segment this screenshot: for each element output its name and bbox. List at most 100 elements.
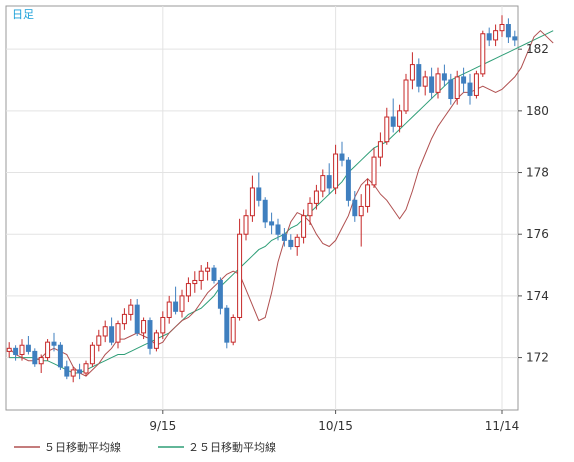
candle — [230, 314, 236, 346]
candle — [416, 58, 422, 93]
candle — [109, 317, 115, 346]
candle — [403, 73, 409, 114]
ma25-line — [9, 30, 554, 374]
candle-body-up — [121, 313, 127, 325]
candle-body-down — [173, 301, 179, 312]
candle — [96, 329, 102, 352]
candle — [473, 70, 479, 99]
candle-body-down — [13, 347, 19, 355]
chart-title: 日足 — [12, 8, 34, 21]
candle — [365, 178, 371, 213]
candle-body-up — [128, 304, 134, 315]
candle — [153, 329, 159, 352]
candle-body-up — [166, 301, 172, 318]
candle-body-up — [473, 73, 479, 96]
y-tick-label: 176 — [526, 227, 549, 241]
candle — [301, 209, 307, 244]
candle — [198, 265, 204, 290]
candle — [333, 144, 339, 195]
legend-ma25-label: ２５日移動平均線 — [188, 440, 276, 454]
candle — [486, 27, 492, 47]
candle-body-down — [64, 366, 70, 377]
candle-body-up — [102, 326, 108, 337]
candle — [441, 64, 447, 87]
candle-body-up — [153, 332, 159, 349]
candle — [102, 320, 108, 343]
candle-body-down — [51, 341, 57, 346]
ma5-path — [8, 30, 554, 377]
candle — [288, 234, 294, 250]
candle-body-up — [371, 156, 377, 186]
candle-body-down — [352, 199, 358, 217]
candle — [384, 107, 390, 145]
y-tick-label: 178 — [526, 166, 549, 180]
candle-body-up — [422, 76, 428, 87]
candle — [134, 298, 140, 336]
candle — [173, 286, 179, 315]
candle-body-up — [403, 79, 409, 112]
candle-body-up — [141, 320, 147, 334]
candle-body-down — [339, 153, 345, 161]
candle — [409, 52, 415, 90]
candle-body-up — [83, 363, 89, 374]
candle — [352, 191, 358, 222]
x-tick-label: 9/15 — [149, 419, 176, 433]
candle — [128, 298, 134, 321]
candle-body-down — [505, 24, 511, 38]
candle-body-up — [397, 110, 403, 127]
candle-body-up — [70, 369, 76, 377]
candle-body-up — [185, 283, 191, 297]
candle — [429, 67, 435, 99]
candle-body-up — [313, 190, 319, 204]
candle-body-down — [441, 73, 447, 81]
candle — [256, 172, 262, 207]
candle — [294, 234, 300, 256]
candle — [320, 169, 326, 198]
candle-body-down — [416, 64, 422, 87]
candle-body-up — [454, 76, 460, 100]
candle-body-down — [262, 199, 268, 223]
candle-body-down — [326, 175, 332, 189]
candle — [64, 360, 70, 380]
candle-body-up — [230, 316, 236, 343]
candle — [45, 339, 51, 361]
candle — [51, 332, 57, 352]
candle — [25, 335, 31, 355]
candle — [339, 141, 345, 167]
candle — [6, 342, 12, 358]
candle-body-down — [25, 344, 31, 352]
candle — [397, 104, 403, 133]
candle-body-down — [275, 224, 281, 235]
candle — [281, 228, 287, 247]
candle — [121, 308, 127, 330]
candle — [77, 363, 83, 380]
candle-body-down — [217, 279, 223, 309]
candle — [185, 277, 191, 303]
candle-body-down — [224, 307, 230, 343]
candle-body-down — [390, 116, 396, 127]
candle — [70, 366, 76, 383]
y-tick-label: 172 — [526, 351, 549, 365]
candle — [467, 73, 473, 105]
candle-body-up — [115, 323, 121, 343]
candle-body-up — [377, 141, 383, 158]
candle — [217, 277, 223, 315]
y-tick-label: 174 — [526, 289, 549, 303]
candle — [435, 67, 441, 99]
candle-body-up — [243, 215, 249, 235]
candle-body-down — [448, 79, 454, 100]
candle-body-up — [179, 295, 185, 312]
candle — [493, 24, 499, 47]
candle-body-down — [32, 350, 38, 365]
candle — [32, 348, 38, 367]
candle-body-down — [109, 326, 115, 343]
candle-body-up — [19, 344, 25, 355]
candle — [275, 218, 281, 241]
y-tick-label: 180 — [526, 104, 549, 118]
grid-lines — [6, 6, 518, 410]
candle — [249, 175, 255, 222]
ma5-line — [8, 30, 554, 377]
candle-body-up — [493, 30, 499, 41]
